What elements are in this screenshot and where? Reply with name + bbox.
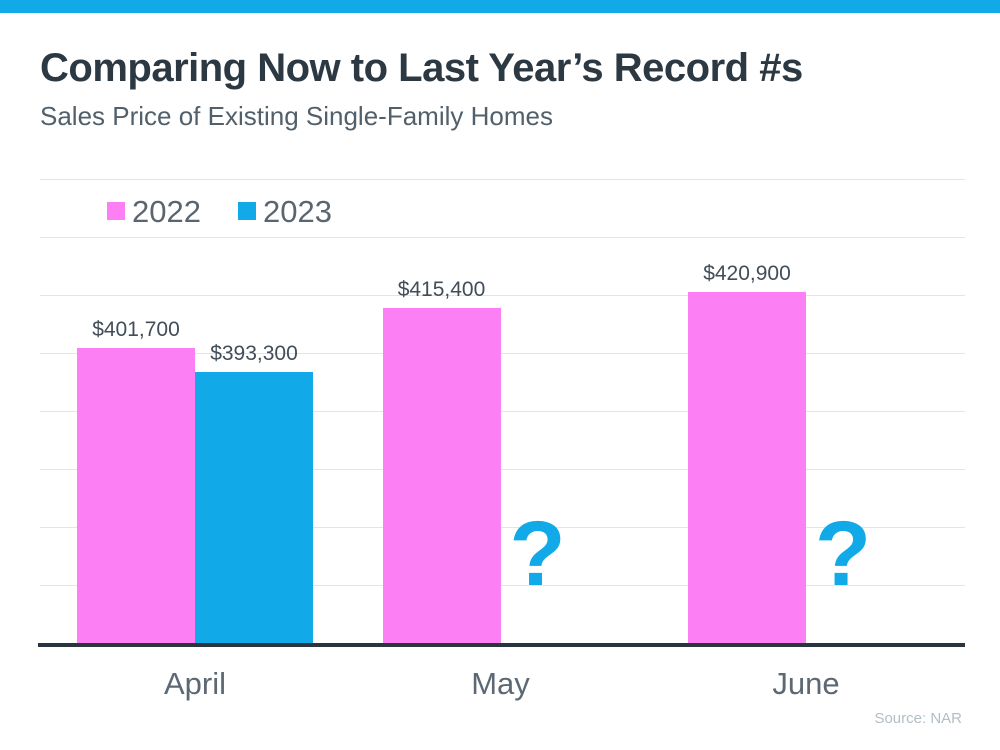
top-accent-bar [0, 0, 1000, 13]
bar-2022-june [688, 292, 806, 643]
legend-swatch-2022 [107, 202, 125, 220]
page-title: Comparing Now to Last Year’s Record #s [40, 46, 803, 90]
bar-value-label-2022-may: $415,400 [397, 278, 486, 302]
bar-value-label-2022-june: $420,900 [703, 262, 791, 286]
bar-2023-april [195, 372, 313, 643]
missing-value-question-mark-june: ? [814, 503, 872, 605]
gridline [40, 179, 965, 180]
gridline [40, 527, 965, 528]
legend-label: 2022 [132, 193, 201, 229]
chart-legend: 2022 2023 [107, 193, 332, 229]
x-axis-label-june: June [772, 666, 840, 701]
x-axis-label-april: April [163, 666, 227, 701]
bar-value-label-2022-april: $401,700 [92, 318, 180, 342]
legend-label: 2023 [262, 193, 332, 229]
gridline [40, 237, 965, 238]
bar-2022-april [77, 348, 195, 643]
legend-swatch-2023 [237, 202, 256, 220]
missing-value-question-mark-may: ? [509, 503, 566, 605]
gridline [40, 353, 965, 354]
bar-value-label-2023-april: $393,300 [210, 342, 298, 366]
source-attribution: Source: NAR [874, 710, 962, 727]
gridline [40, 469, 965, 470]
gridline [40, 411, 965, 412]
x-axis-label-may: May [471, 666, 530, 701]
page-subtitle: Sales Price of Existing Single-Family Ho… [40, 101, 553, 131]
legend-item-2022: 2022 [107, 196, 201, 227]
legend-item-2023: 2023 [237, 193, 332, 229]
gridline [40, 295, 965, 296]
gridline [40, 585, 965, 586]
x-axis-line [38, 643, 965, 647]
bar-2022-may [382, 308, 501, 643]
